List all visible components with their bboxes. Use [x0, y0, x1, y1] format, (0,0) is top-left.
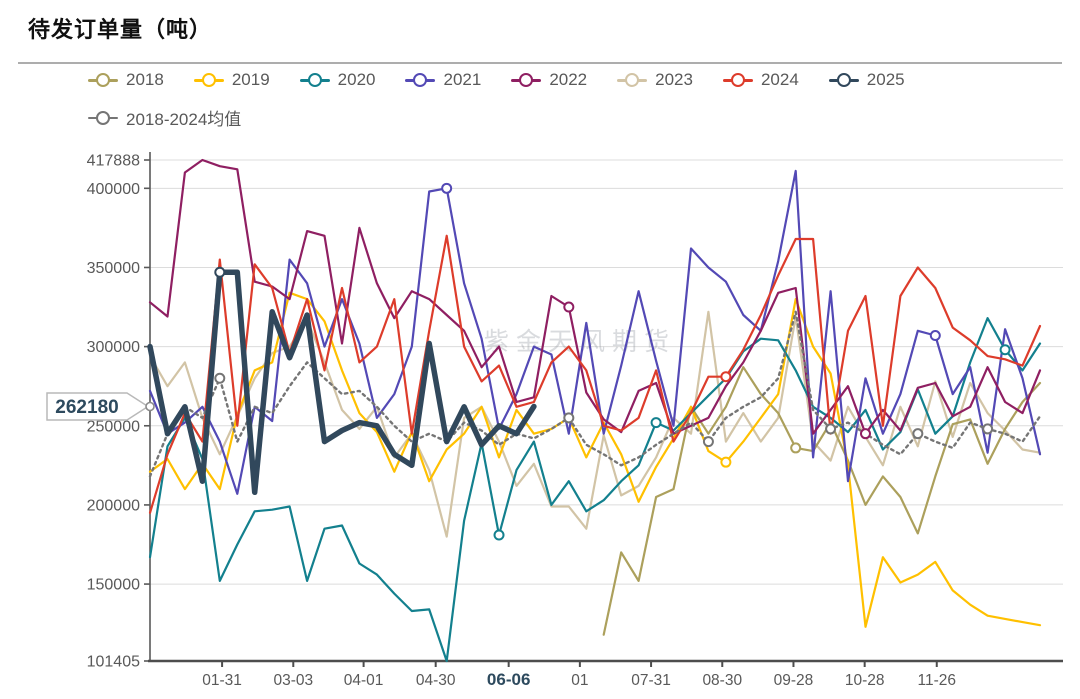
x-tick-label: 10-28 — [845, 672, 885, 689]
series-marker-2018-2024均值 — [214, 372, 226, 384]
legend-line-circle-icon — [88, 73, 118, 87]
value-callout-box — [46, 392, 150, 421]
legend-item-2025[interactable]: 2025 — [828, 70, 905, 90]
legend-item-2019[interactable]: 2019 — [193, 70, 270, 90]
legend-line-circle-icon — [299, 73, 330, 87]
legend-line-circle-icon — [511, 73, 542, 87]
x-tick-label: 07-31 — [631, 672, 671, 689]
series-line-2018 — [602, 366, 1042, 636]
legend-label: 2021 — [443, 70, 482, 89]
legend-label: 2018 — [126, 70, 164, 89]
series-line-2020 — [148, 317, 1042, 663]
legend-line-circle-icon — [88, 110, 118, 125]
series-marker-2018-2024均值 — [825, 423, 837, 435]
legend-item-2022[interactable]: 2022 — [511, 70, 587, 90]
y-tick-label: 200000 — [87, 497, 140, 514]
series-marker-2022 — [859, 428, 871, 440]
legend-item-2021[interactable]: 2021 — [405, 70, 481, 90]
chart-title: 待发订单量（吨） — [28, 17, 213, 42]
x-tick-label: 01 — [571, 672, 588, 689]
series-marker-2020 — [999, 344, 1011, 356]
series-line-2025 — [147, 269, 537, 496]
x-tick-label: 06-06 — [487, 670, 530, 689]
legend-line-circle-icon — [722, 73, 753, 87]
legend-item-2018[interactable]: 2018 — [88, 70, 164, 90]
series-line-2019 — [148, 291, 1042, 628]
legend: 2018 2019 2020 2021 2022 2023 2024 2025 2018-202… — [88, 70, 1018, 130]
y-tick-label: 350000 — [87, 260, 140, 277]
legend-label: 2022 — [549, 70, 588, 89]
series-marker-2022 — [563, 301, 575, 313]
legend-label: 2025 — [866, 70, 905, 89]
series-marker-2020 — [650, 417, 662, 429]
series-marker-2021 — [441, 182, 453, 194]
y-tick-label: 101405 — [87, 654, 140, 671]
legend-item-2024[interactable]: 2024 — [722, 70, 799, 90]
x-tick-label: 01-31 — [202, 672, 242, 689]
series-marker-2024 — [720, 371, 732, 383]
x-tick-label: 03-03 — [273, 672, 313, 689]
series-marker-2021 — [929, 330, 941, 342]
x-tick-label: 08-30 — [702, 672, 742, 689]
legend-line-circle-icon — [617, 73, 648, 87]
legend-item-2020[interactable]: 2020 — [299, 70, 376, 90]
series-marker-2019 — [720, 456, 732, 468]
legend-label: 2018-2024均值 — [126, 110, 242, 129]
title-separator — [18, 62, 1062, 64]
watermark: 紫金天风期货 — [484, 328, 676, 356]
y-tick-label: 417888 — [87, 153, 140, 170]
x-tick-label: 11-26 — [918, 672, 957, 689]
legend-label: 2023 — [655, 70, 693, 89]
x-tick-label: 04-30 — [416, 672, 456, 689]
y-tick-label: 150000 — [87, 577, 140, 594]
value-callout-axis-marker — [145, 401, 155, 412]
plot-area[interactable] — [150, 150, 1063, 661]
value-callout-label: 262180 — [55, 397, 118, 418]
legend-line-circle-icon — [193, 73, 224, 87]
series-line-2024 — [148, 234, 1042, 514]
series-line-2021 — [148, 169, 1042, 495]
y-tick-label: 300000 — [87, 339, 140, 356]
series-marker-2018-2024均值 — [912, 428, 924, 440]
legend-line-circle-icon — [405, 73, 436, 87]
series-marker-2020 — [493, 529, 505, 541]
x-tick-label: 04-01 — [344, 672, 384, 689]
legend-label: 2020 — [337, 70, 376, 89]
legend-line-circle-icon — [828, 73, 859, 87]
y-tick-label: 400000 — [87, 181, 140, 198]
x-tick-label: 09-28 — [774, 672, 814, 689]
legend-label: 2024 — [760, 70, 799, 89]
series-marker-2018 — [790, 442, 802, 454]
series-marker-2025 — [214, 266, 226, 278]
legend-item-2018-2024[interactable]: 2018-2024均值 — [88, 105, 241, 130]
series-line-2018-2024均值 — [148, 310, 1042, 478]
series-marker-2018-2024均值 — [982, 423, 994, 435]
legend-label: 2019 — [231, 70, 270, 89]
series-line-2022 — [148, 158, 1042, 435]
y-tick-label: 250000 — [87, 418, 140, 435]
legend-item-2023[interactable]: 2023 — [617, 70, 693, 90]
series-marker-2018-2024均值 — [563, 412, 575, 424]
series-marker-2018-2024均值 — [702, 436, 714, 448]
